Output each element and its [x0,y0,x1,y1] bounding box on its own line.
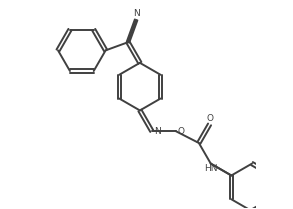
Text: N: N [154,127,160,136]
Text: HN: HN [204,164,217,173]
Text: N: N [133,9,140,18]
Text: O: O [178,127,185,136]
Text: O: O [206,114,213,123]
